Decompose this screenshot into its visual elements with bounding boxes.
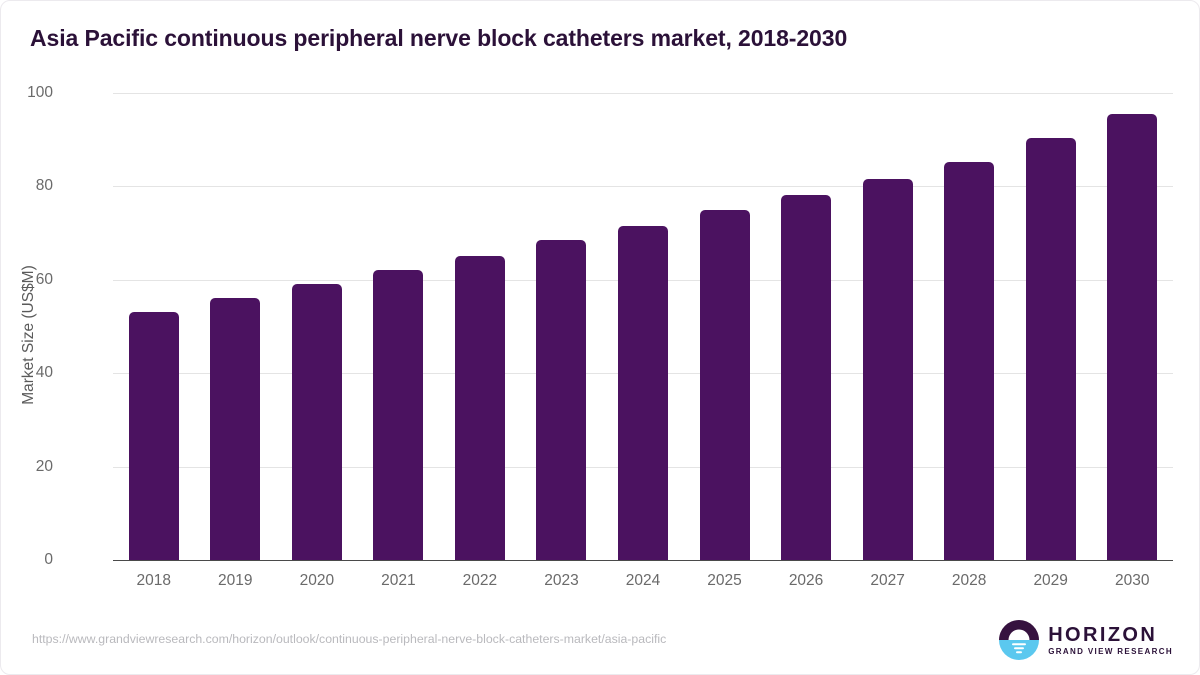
x-axis-tick-label: 2029 — [1033, 572, 1068, 589]
logo-wordmark: HORIZON — [1048, 623, 1158, 646]
x-axis-tick-label: 2027 — [870, 572, 905, 589]
x-axis-tick-label: 2024 — [625, 572, 661, 589]
y-axis-title: Market Size (US$M) — [20, 265, 37, 405]
bar-2022[interactable] — [454, 255, 505, 560]
y-axis-tick-label: 20 — [35, 457, 53, 475]
x-axis-tick-label: 2026 — [788, 572, 824, 589]
x-axis-tick-label: 2023 — [544, 572, 579, 589]
bar-2026[interactable] — [781, 194, 832, 560]
x-axis-tick-label: 2019 — [218, 572, 253, 589]
horizon-logo-icon — [999, 620, 1040, 660]
x-axis-tick-label: 2030 — [1114, 572, 1150, 589]
bar-2029[interactable] — [1025, 138, 1076, 560]
bar-2027[interactable] — [862, 178, 913, 560]
x-axis-tick-label: 2022 — [462, 572, 498, 589]
x-axis-tick-label: 2018 — [136, 572, 171, 589]
source-url[interactable]: https://www.grandviewresearch.com/horizo… — [32, 632, 667, 646]
bar-2025[interactable] — [699, 210, 750, 560]
gridline — [113, 93, 1173, 94]
page-title: Asia Pacific continuous peripheral nerve… — [30, 25, 848, 51]
bar-2021[interactable] — [373, 270, 424, 560]
gridline — [113, 560, 1173, 562]
bar-2020[interactable] — [291, 283, 342, 560]
bar-2019[interactable] — [210, 297, 261, 560]
bar-series: 2018 2019 2020 2021 2022 2023 2024 2025 2026 2027… — [113, 1, 1173, 674]
bar-2030[interactable] — [1107, 113, 1158, 560]
logo-text: HORIZON GRAND VIEW RESEARCH — [1048, 625, 1173, 656]
horizon-logo: HORIZON GRAND VIEW RESEARCH — [999, 619, 1173, 661]
x-axis-tick-label: 2021 — [381, 572, 416, 589]
y-axis-tick-label: 0 — [44, 551, 53, 568]
bar-2018[interactable] — [128, 311, 179, 560]
logo-subtitle: GRAND VIEW RESEARCH — [1048, 646, 1173, 656]
x-axis-tick-label: 2020 — [299, 572, 335, 589]
y-axis-tick-label: 80 — [35, 177, 53, 195]
y-axis-tick-label: 40 — [35, 364, 53, 382]
y-axis-tick-label: 60 — [35, 270, 53, 288]
x-axis-tick-label: 2025 — [707, 572, 742, 589]
x-axis-tick-label: 2028 — [951, 572, 987, 589]
bar-2028[interactable] — [944, 162, 995, 560]
bar-2023[interactable] — [536, 240, 587, 560]
bar-2024[interactable] — [617, 225, 668, 560]
y-axis-tick-label: 100 — [27, 84, 53, 101]
gridline — [113, 186, 1173, 188]
